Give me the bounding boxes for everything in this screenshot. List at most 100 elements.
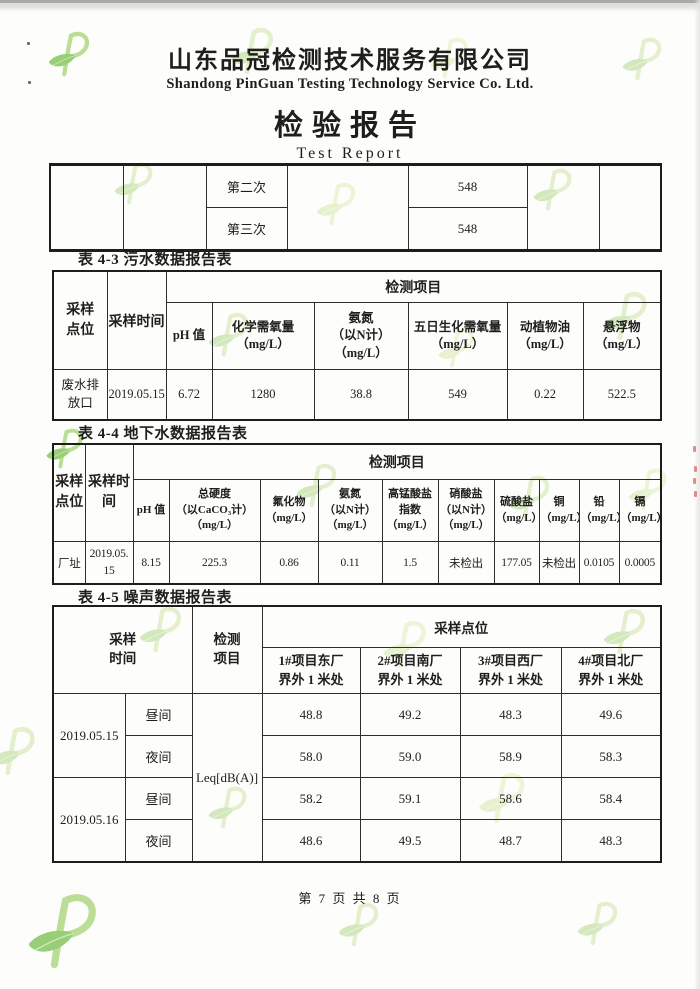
table-data-row: 厂址 2019.05. 15 8.15 225.3 0.86 0.11 1.5 … (52, 541, 662, 585)
param-header: 铜 （mg/L） (538, 479, 580, 542)
date-cell: 2019.05.15 (52, 693, 126, 778)
noise-table: 采样 时间 检测 项目 采样点位 1#项目东厂 界外 1 米处 2#项目南厂 界… (52, 605, 662, 863)
param-header: pH 值 (165, 302, 213, 370)
report-title-cn: 检验报告 (273, 110, 426, 142)
table-header-row: 采样 点位 采样时 间 检测项目 (52, 443, 662, 542)
table-row: 第二次 548 (49, 164, 662, 251)
table-row: 第三次 548 (50, 207, 661, 251)
value-cell: 38.8 (313, 369, 409, 421)
table-data-row: 夜间 58.0 59.0 58.9 58.3 (53, 735, 662, 778)
table-header-row: 采样 时间 检测 项目 采样点位 (52, 605, 662, 694)
table-header-row: 1#项目东厂 界外 1 米处 2#项目南厂 界外 1 米处 3#项目西厂 界外 … (53, 647, 662, 694)
param-header: 五日生化需氧量 （mg/L） (407, 302, 508, 370)
report-title-en: Test Report (296, 145, 404, 162)
value-cell: 549 (407, 369, 508, 421)
scan-red-speck (694, 466, 697, 472)
period-cell: 昼间 (124, 777, 193, 820)
test-items-header: 检测项目 (132, 443, 662, 480)
param-header: pH 值 (132, 479, 170, 542)
company-name-en: Shandong PinGuan Testing Technology Serv… (166, 76, 534, 92)
empty-cell (598, 164, 662, 251)
sampling-time-header: 采样 时间 (52, 605, 193, 694)
value-cell: 0.22 (506, 369, 584, 421)
scan-edge-top (0, 0, 700, 12)
scan-edge-right (694, 0, 700, 989)
table-header-row: pH 值 总硬度 （以CaCO₃计） （mg/L） 氟化物 （mg/L） 氨氮 … (53, 479, 662, 542)
value-cell: 59.1 (359, 777, 461, 820)
value-cell: 58.9 (459, 735, 562, 778)
period-cell: 夜间 (124, 735, 193, 778)
sampling-time-header: 采样时间 (106, 270, 167, 370)
measure-label-cell: Leq[dB(A)] (191, 693, 263, 863)
value-cell: 59.0 (359, 735, 461, 778)
table-4-4-caption: 表 4-4 地下水数据报告表 (78, 426, 248, 442)
value-cell: 49.6 (560, 693, 662, 736)
table-4-3-caption: 表 4-3 污水数据报告表 (78, 252, 232, 268)
sampling-points-header: 采样点位 (261, 605, 662, 648)
param-header: 动植物油 （mg/L） (506, 302, 584, 370)
sampling-point-header: 采样 点位 (52, 443, 86, 542)
trial-label-cell: 第二次 (205, 164, 288, 208)
point-header: 2#项目南厂 界外 1 米处 (359, 647, 461, 694)
scan-red-speck (693, 478, 696, 484)
value-cell: 1.5 (381, 541, 439, 585)
param-header: 硫酸盐 （mg/L） (493, 479, 540, 542)
value-cell: 8.15 (132, 541, 170, 585)
scan-red-speck (694, 491, 697, 497)
value-cell: 48.3 (560, 819, 662, 863)
value-cell: 48.7 (459, 819, 562, 863)
test-items-header: 检测项目 (165, 270, 662, 303)
sampling-point-cell: 厂址 (52, 541, 86, 585)
value-cell: 58.6 (459, 777, 562, 820)
value-cell: 49.5 (359, 819, 461, 863)
leaf-logo-watermark (338, 904, 377, 945)
sampling-point-header: 采样 点位 (52, 270, 108, 370)
param-header: 氟化物 （mg/L） (259, 479, 319, 542)
value-cell: 0.0105 (578, 541, 620, 585)
value-cell: 0.0005 (618, 541, 662, 585)
value-cell: 48.6 (261, 819, 361, 863)
sampling-time-header: 采样时 间 (84, 443, 134, 542)
wastewater-table: 采样 点位 采样时间 检测项目 pH 值 化学需氧量 （mg/L） 氨氮 （以N… (52, 270, 663, 421)
param-header: 总硬度 （以CaCO₃计） （mg/L） (168, 479, 261, 542)
value-cell: 58.0 (261, 735, 361, 778)
carryover-table: 第二次 548 第三次 548 (49, 163, 662, 252)
empty-cell (122, 164, 207, 251)
scan-speck (27, 42, 30, 45)
param-header: 镉 （mg/L） (618, 479, 662, 542)
value-cell: 58.4 (560, 777, 662, 820)
value-cell: 48.8 (261, 693, 361, 736)
empty-cell (49, 164, 124, 251)
scan-speck (28, 81, 31, 84)
value-cell: 未检出 (437, 541, 495, 585)
table-data-row: 夜间 48.6 49.5 48.7 48.3 (53, 819, 662, 863)
value-cell: 58.3 (560, 735, 662, 778)
scan-red-speck (693, 446, 696, 452)
date-cell: 2019.05.16 (52, 777, 126, 863)
sampling-time-cell: 2019.05.15 (106, 369, 167, 421)
value-cell: 6.72 (165, 369, 213, 421)
empty-cell (286, 164, 409, 251)
empty-cell (526, 164, 600, 251)
value-cell: 0.86 (259, 541, 319, 585)
value-cell: 58.2 (261, 777, 361, 820)
table-data-row: 废水排 放口 2019.05.15 6.72 1280 38.8 549 0.2… (52, 369, 662, 421)
param-header: 氨氮 （以N计） （mg/L） (313, 302, 409, 370)
period-cell: 昼间 (124, 693, 193, 736)
trial-label-cell: 第三次 (205, 207, 288, 251)
value-cell: 177.05 (493, 541, 540, 585)
value-cell: 548 (407, 164, 528, 208)
value-cell: 未检出 (538, 541, 580, 585)
param-header: 氨氮 （以N计） （mg/L） (317, 479, 383, 542)
groundwater-table: 采样 点位 采样时 间 检测项目 pH 值 总硬度 （以CaCO₃计） （mg/… (52, 443, 663, 585)
param-header: 高锰酸盐 指数 （mg/L） (381, 479, 439, 542)
table-data-row: 2019.05.16 昼间 58.2 59.1 58.6 58.4 (52, 777, 662, 863)
param-header: 化学需氧量 （mg/L） (211, 302, 315, 370)
sampling-time-cell: 2019.05. 15 (84, 541, 134, 585)
param-header: 悬浮物 （mg/L） (582, 302, 662, 370)
value-cell: 48.3 (459, 693, 562, 736)
period-cell: 夜间 (124, 819, 193, 863)
point-header: 3#项目西厂 界外 1 米处 (459, 647, 562, 694)
value-cell: 522.5 (582, 369, 662, 421)
